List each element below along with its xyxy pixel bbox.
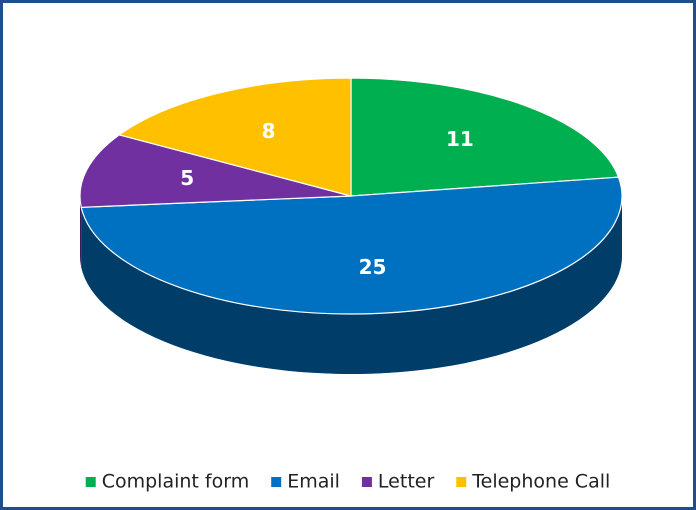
- slice: [79, 134, 352, 208]
- legend-swatch: [271, 477, 282, 487]
- slice: [350, 77, 620, 197]
- slice-side-shade: [81, 196, 622, 375]
- legend: Complaint form Email Letter Telephone Call: [85, 471, 610, 493]
- slice: [80, 176, 623, 315]
- legend-label: Complaint form: [102, 471, 250, 493]
- slice-side: [80, 196, 82, 268]
- slice-side-fill: [80, 196, 82, 268]
- legend-label: Telephone Call: [471, 471, 610, 493]
- legend-swatch: [456, 477, 467, 487]
- slice-side: [81, 196, 622, 375]
- data-label: 25: [359, 255, 387, 279]
- legend-label: Email: [287, 471, 340, 493]
- slice-side-shade: [80, 196, 82, 268]
- data-label: 11: [446, 127, 474, 151]
- slice: [117, 77, 352, 197]
- legend-swatch: [85, 477, 96, 487]
- data-label: 5: [180, 166, 194, 190]
- data-label: 8: [262, 119, 276, 143]
- legend-swatch: [361, 477, 372, 487]
- slice-side-fill: [81, 196, 622, 375]
- legend-label: Letter: [378, 471, 435, 493]
